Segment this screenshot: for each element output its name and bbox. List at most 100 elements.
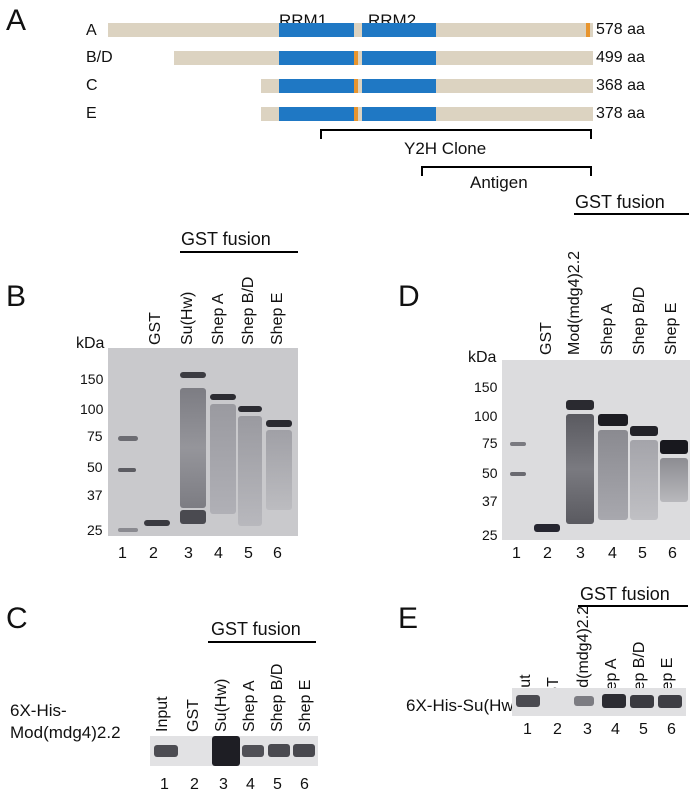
isoform-a-length: 578 aa [596, 21, 645, 38]
panel-b-lane-label-2: Su(Hw) [179, 291, 196, 345]
panel-d-marker-100: 100 [474, 408, 498, 424]
panel-b-lane-label-3: Shep A [210, 293, 227, 345]
panel-c-lane-num-4: 4 [246, 776, 255, 793]
isoform-bd-tick [354, 51, 358, 65]
panel-b-group-line [180, 251, 298, 253]
isoform-a-tick [586, 23, 590, 37]
isoform-a-rrm1 [279, 23, 354, 37]
isoform-c-rrm1 [279, 79, 354, 93]
panel-b-lane-label-5: Shep E [269, 292, 286, 345]
panel-e-lane-num-4: 4 [611, 721, 620, 738]
panel-b-marker-25: 25 [87, 522, 103, 538]
panel-c-lane-label-5: Shep B/D [269, 663, 286, 732]
panel-c-lane-num-2: 2 [190, 776, 199, 793]
isoform-c-rrm2 [362, 79, 436, 93]
panel-b-lane-num-5: 5 [244, 545, 253, 562]
panel-e-group-line [578, 605, 688, 607]
isoform-e-tick [354, 107, 358, 121]
antigen-bracket-left [421, 166, 423, 176]
panel-d-marker-50: 50 [482, 465, 498, 481]
panel-d-gel [502, 360, 690, 540]
panel-e-lane-num-6: 6 [667, 721, 676, 738]
panel-d-letter: D [398, 280, 420, 313]
panel-d-kda: kDa [468, 349, 497, 366]
isoform-a-rrm2 [362, 23, 436, 37]
isoform-c-length: 368 aa [596, 77, 645, 94]
antigen-bracket-right [590, 166, 592, 176]
panel-c-lane-label-4: Shep A [241, 680, 258, 732]
panel-d-marker-25: 25 [482, 527, 498, 543]
panel-d-lane-label-1: GST [538, 322, 555, 355]
isoform-e-label: E [86, 105, 97, 122]
panel-c-lane-num-6: 6 [300, 776, 309, 793]
panel-c-lane-num-3: 3 [219, 776, 228, 793]
panel-d-lane-label-3: Shep A [599, 303, 616, 355]
isoform-bd-rrm1 [279, 51, 354, 65]
panel-b-marker-150: 150 [80, 371, 104, 387]
isoform-e-rrm2 [362, 107, 436, 121]
isoform-bd-length: 499 aa [596, 49, 645, 66]
panel-c-blot [150, 736, 318, 766]
panel-b-kda: kDa [76, 335, 105, 352]
isoform-bd-rrm2 [362, 51, 436, 65]
panel-c-lane-label-1: Input [154, 696, 171, 732]
panel-d-lane-num-6: 6 [668, 545, 677, 562]
panel-b-group-label: GST fusion [181, 229, 271, 249]
y2h-bracket [320, 129, 592, 131]
panel-b-letter: B [6, 280, 27, 313]
panel-d-group-label: GST fusion [575, 192, 665, 212]
isoform-e-rrm1 [279, 107, 354, 121]
y2h-label: Y2H Clone [404, 139, 487, 158]
panel-a-letter: A [6, 4, 27, 37]
panel-d-lane-num-5: 5 [638, 545, 647, 562]
panel-b-lane-num-2: 2 [149, 545, 158, 562]
panel-b-marker-37: 37 [87, 487, 103, 503]
panel-e-blot [512, 688, 686, 716]
panel-d-marker-37: 37 [482, 493, 498, 509]
panel-d-marker-75: 75 [482, 435, 498, 451]
panel-c-group-label: GST fusion [211, 619, 301, 639]
panel-e-group-label: GST fusion [580, 584, 670, 604]
isoform-c-label: C [86, 77, 98, 94]
panel-c-lane-num-1: 1 [160, 776, 169, 793]
isoform-a-label: A [86, 22, 97, 39]
panel-e-lane-num-1: 1 [523, 721, 532, 738]
panel-c-lane-label-3: Su(Hw) [213, 678, 230, 732]
antigen-bracket [421, 166, 592, 168]
panel-d-group-line [574, 213, 689, 215]
panel-b-marker-75: 75 [87, 428, 103, 444]
y2h-bracket-right [590, 129, 592, 139]
panel-d-lane-label-5: Shep E [663, 302, 680, 355]
panel-e-letter: E [398, 602, 419, 635]
isoform-c-tick [354, 79, 358, 93]
panel-d-lane-num-1: 1 [512, 545, 521, 562]
panel-e-probe: 6X-His-Su(Hw) [406, 696, 520, 715]
panel-e-lane-num-5: 5 [639, 721, 648, 738]
panel-d-lane-label-2: Mod(mdg4)2.2 [566, 250, 583, 355]
panel-b-marker-100: 100 [80, 401, 104, 417]
panel-b-lane-label-4: Shep B/D [240, 276, 257, 345]
panel-b-lane-label-1: GST [147, 312, 164, 345]
panel-b-lane-num-3: 3 [184, 545, 193, 562]
panel-c-lane-label-2: GST [185, 699, 202, 732]
panel-c-letter: C [6, 602, 28, 635]
panel-d-lane-num-3: 3 [576, 545, 585, 562]
panel-d-marker-150: 150 [474, 379, 498, 395]
panel-b-lane-num-4: 4 [214, 545, 223, 562]
isoform-bd-label: B/D [86, 49, 113, 66]
panel-c-group-line [208, 641, 316, 643]
panel-b-lane-num-6: 6 [273, 545, 282, 562]
panel-c-probe-line1: 6X-His- [10, 701, 67, 720]
panel-e-lane-num-2: 2 [553, 721, 562, 738]
panel-c-probe-line2: Mod(mdg4)2.2 [10, 723, 121, 742]
panel-d-lane-num-4: 4 [608, 545, 617, 562]
panel-c-lane-label-6: Shep E [297, 679, 314, 732]
panel-b-gel [108, 348, 298, 536]
panel-e-lane-num-3: 3 [583, 721, 592, 738]
panel-b-marker-50: 50 [87, 459, 103, 475]
y2h-bracket-left [320, 129, 322, 139]
isoform-e-length: 378 aa [596, 105, 645, 122]
panel-c-lane-num-5: 5 [273, 776, 282, 793]
antigen-label: Antigen [470, 173, 528, 192]
panel-b-lane-num-1: 1 [118, 545, 127, 562]
